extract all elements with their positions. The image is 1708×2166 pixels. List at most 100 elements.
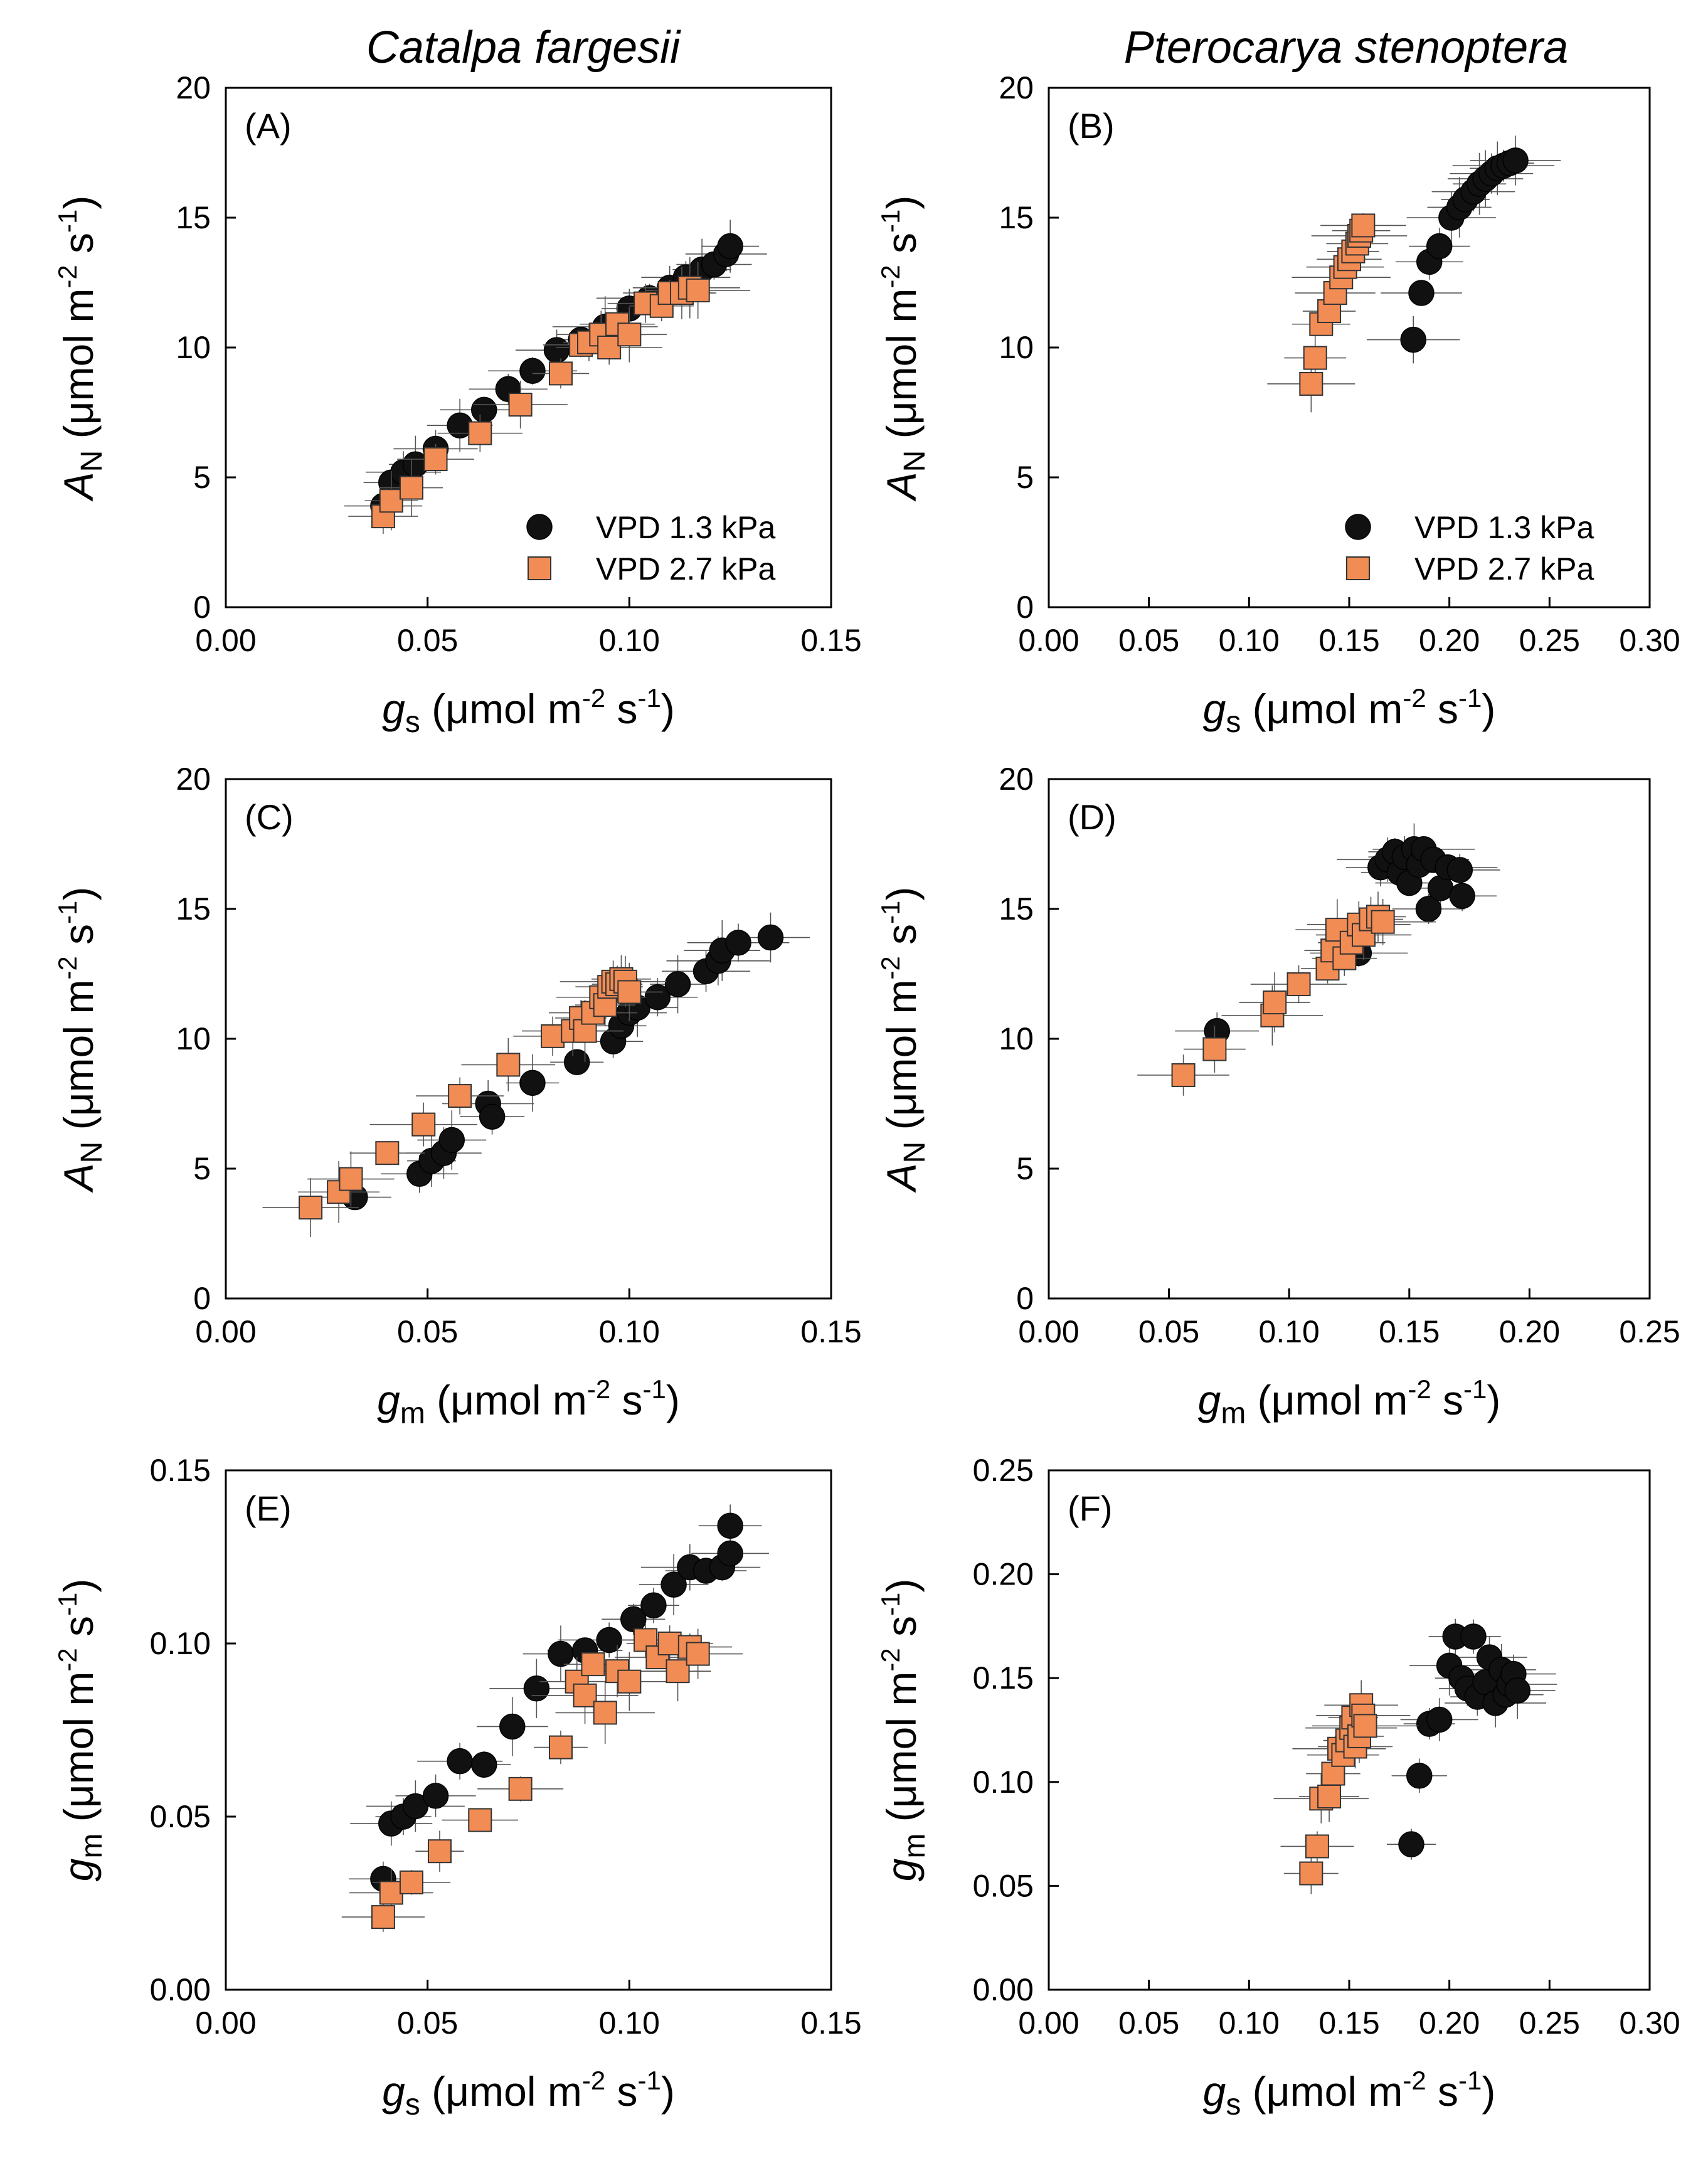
- y-axis-title-c-symbol: A: [55, 1163, 102, 1193]
- data-point-circle: [1504, 1677, 1530, 1704]
- x-axis-title-b-subscript: s: [1226, 706, 1241, 739]
- y-axis-title-e-unit-s: s: [55, 1616, 102, 1648]
- data-point-circle: [1446, 857, 1473, 883]
- y-axis-title-f-close-paren: ): [878, 1579, 925, 1593]
- x-axis-title-e-exponent-1: -2: [582, 2066, 605, 2095]
- y-tick-label-f: 0.00: [973, 1972, 1034, 2007]
- data-point-square: [1299, 1861, 1323, 1886]
- y-tick-label-f: 0.20: [973, 1557, 1034, 1592]
- data-point-circle: [1398, 1831, 1424, 1857]
- legend-marker-circle: [526, 514, 553, 540]
- data-point-square: [617, 1669, 642, 1694]
- x-axis-title-f: gs (μmol m-2 s-1): [1203, 2066, 1496, 2121]
- data-point-square: [1263, 990, 1287, 1015]
- y-axis-title-d-close-paren: ): [878, 887, 925, 901]
- y-axis-title-a: AN (μmol m-2 s-1): [53, 196, 109, 502]
- data-point-square: [448, 1084, 472, 1108]
- y-axis-title-c-unit: (μmol m: [55, 980, 102, 1142]
- series-c-vpd-1-3: [318, 912, 810, 1211]
- panel-label-a: (A): [245, 106, 292, 146]
- x-tick-label-a: 0.10: [599, 623, 660, 658]
- data-point-circle: [620, 1606, 647, 1633]
- y-axis-title-d-unit-s: s: [878, 924, 925, 956]
- x-tick-label-b: 0.10: [1219, 623, 1280, 658]
- y-axis-title-b: AN (μmol m-2 s-1): [876, 196, 931, 502]
- x-axis-title-d-subscript: m: [1221, 1397, 1246, 1430]
- x-tick-label-e: 0.10: [599, 2005, 660, 2041]
- x-axis-title-f-unit-s: s: [1426, 2068, 1458, 2115]
- data-point-square: [411, 1112, 436, 1137]
- data-point-square: [573, 1683, 597, 1707]
- x-tick-label-d: 0.10: [1259, 1314, 1320, 1349]
- x-tick-label-a: 0.00: [195, 623, 256, 658]
- plot-frame-a: [225, 87, 832, 608]
- x-tick-label-a: 0.05: [397, 623, 458, 658]
- data-point-square: [597, 336, 622, 359]
- y-tick-label-c: 5: [193, 1151, 211, 1186]
- column-title-left: Catalpa fargesii: [366, 23, 681, 73]
- data-point-square: [1171, 1063, 1196, 1087]
- legend-label-vpd-2-7: VPD 2.7 kPa: [596, 551, 775, 587]
- data-point-square: [617, 980, 642, 1004]
- data-point-square: [666, 1659, 690, 1684]
- data-point-circle: [1460, 1623, 1487, 1650]
- y-axis-title-c-exponent-1: -2: [53, 956, 82, 979]
- data-point-circle: [725, 930, 751, 956]
- x-axis-title-e-unit: (μmol m: [420, 2068, 582, 2115]
- plot-frame-e: [225, 1469, 832, 1991]
- y-axis-title-d-subscript: N: [898, 1142, 931, 1164]
- x-axis-title-a-subscript: s: [405, 706, 420, 739]
- y-axis-title-e-close-paren: ): [55, 1579, 102, 1593]
- x-axis-title-b-exponent-1: -2: [1403, 683, 1426, 713]
- data-point-square: [339, 1167, 363, 1191]
- y-tick-label-f: 0.05: [973, 1868, 1034, 1903]
- x-tick-label-e: 0.15: [800, 2005, 861, 2041]
- x-tick-label-d: 0.00: [1018, 1314, 1079, 1349]
- x-axis-title-a-exponent-2: -1: [638, 683, 661, 713]
- data-point-circle: [479, 1103, 506, 1130]
- y-tick-label-c: 10: [176, 1021, 211, 1056]
- data-point-circle: [422, 1783, 449, 1809]
- data-point-square: [375, 1141, 400, 1165]
- data-point-circle: [438, 1127, 465, 1154]
- series-c-vpd-2-7: [262, 955, 667, 1237]
- data-point-circle: [519, 358, 546, 385]
- legend-label-vpd-1-3: VPD 1.3 kPa: [596, 510, 775, 545]
- x-tick-label-f: 0.15: [1318, 2005, 1379, 2041]
- y-tick-label-a: 10: [176, 330, 211, 365]
- data-point-circle: [563, 1049, 590, 1076]
- y-axis-title-e-subscript: m: [75, 1834, 109, 1859]
- x-axis-title-f-symbol: g: [1203, 2068, 1226, 2115]
- legend-label-vpd-1-3: VPD 1.3 kPa: [1414, 510, 1594, 545]
- y-tick-label-a: 0: [193, 590, 211, 625]
- x-axis-title-b-unit: (μmol m: [1241, 686, 1403, 732]
- x-tick-label-c: 0.15: [800, 1314, 861, 1349]
- data-point-circle: [1400, 326, 1426, 353]
- y-axis-title-a-exponent-1: -2: [53, 265, 82, 288]
- data-point-square: [399, 475, 423, 500]
- x-tick-label-f: 0.25: [1519, 2005, 1580, 2041]
- y-tick-label-f: 0.15: [973, 1660, 1034, 1696]
- data-point-square: [508, 393, 533, 417]
- x-axis-title-c-exponent-2: -1: [643, 1374, 666, 1404]
- data-point-circle: [1426, 233, 1453, 260]
- x-axis-title-e-close-paren: ): [661, 2068, 675, 2115]
- y-axis-title-e-symbol: g: [55, 1858, 102, 1881]
- y-axis-title-d-unit: (μmol m: [878, 980, 925, 1142]
- x-tick-label-b: 0.15: [1318, 623, 1379, 658]
- x-axis-title-d-exponent-2: -1: [1463, 1374, 1487, 1404]
- data-point-circle: [499, 1713, 526, 1740]
- panel-e: 0.00 0.05 0.10 0.150.000.050.100.15(E)gs (μ…: [53, 1453, 862, 2121]
- data-point-circle: [664, 971, 691, 997]
- data-point-circle: [523, 1675, 550, 1702]
- x-tick-label-d: 0.20: [1499, 1314, 1560, 1349]
- data-point-square: [657, 1632, 682, 1655]
- y-tick-label-e: 0.10: [150, 1626, 211, 1661]
- y-axis-title-f-symbol: g: [878, 1858, 925, 1881]
- data-point-circle: [1426, 1706, 1453, 1733]
- plot-frame-f: [1048, 1469, 1651, 1991]
- data-point-circle: [548, 1640, 574, 1667]
- data-point-circle: [717, 1540, 743, 1567]
- y-axis-title-c-close-paren: ): [55, 887, 102, 901]
- x-axis-title-e-unit-s: s: [605, 2068, 637, 2115]
